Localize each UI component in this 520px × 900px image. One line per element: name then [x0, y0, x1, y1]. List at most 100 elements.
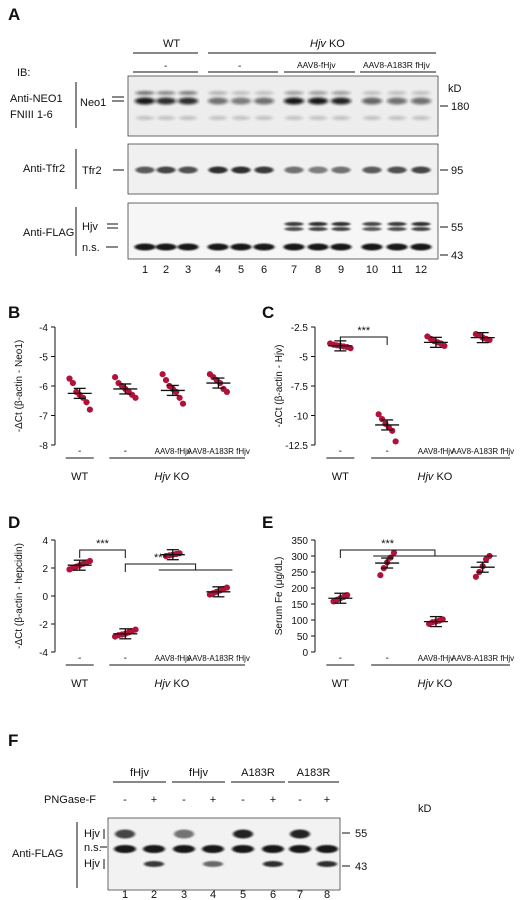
f-hjv-glyco-band — [174, 829, 194, 839]
f-hjv-deglyco-band — [317, 861, 337, 867]
panel-e-letter: E — [262, 513, 273, 532]
f-mw-43: 43 — [355, 861, 367, 873]
neo1-band-upper — [411, 91, 431, 95]
wt-group-label: WT — [332, 471, 349, 483]
data-point — [132, 626, 139, 633]
y-tick-label: -7.5 — [291, 382, 309, 393]
neo1-band-lower — [309, 116, 327, 120]
neo1-band-lower — [363, 116, 381, 120]
y-tick-label: 0 — [42, 592, 48, 603]
category-label: - — [124, 446, 127, 457]
ko-group-label: Hjv KO — [154, 471, 189, 483]
blot-tfr2-band-label: Tfr2 — [82, 165, 102, 177]
y-tick-label: -2.5 — [291, 323, 309, 334]
significance-bracket — [79, 549, 126, 558]
lane-number: 5 — [240, 889, 246, 900]
significance-label: *** — [96, 538, 110, 550]
f-ns-band — [114, 845, 136, 853]
tfr2-band — [387, 166, 407, 174]
y-axis-label: -ΔCt (β-actin - Hjv) — [274, 345, 285, 428]
f-ns-band — [232, 845, 254, 853]
significance-bracket — [339, 549, 436, 558]
wt-group-label: WT — [332, 678, 349, 690]
data-point — [179, 400, 187, 407]
blot-f-band-ns: n.s. — [84, 842, 102, 854]
lane-number: 5 — [238, 264, 244, 276]
lane-number: 8 — [324, 889, 330, 900]
significance-bracket — [124, 563, 197, 572]
lane-number: 6 — [270, 889, 276, 900]
neo1-band-upper — [331, 91, 351, 95]
mw-95: 95 — [451, 165, 463, 177]
chart-d: 4 2 0 -2 -4 -ΔCt (β-actin - hepcidin) - - AAV8-f… — [14, 536, 250, 690]
data-point — [83, 399, 90, 406]
neo1-band-lower — [209, 116, 227, 120]
ib-treat-fhjv: AAV8-fHjv — [297, 60, 336, 70]
f-ns-band — [202, 845, 224, 853]
chart-e: 350 300 250 200 150 100 50 0 Serum Fe (μg/dL) - - A… — [274, 536, 514, 690]
lane-number: 10 — [366, 264, 378, 276]
flag-hjv-band-lower — [387, 227, 407, 231]
data-point — [173, 388, 180, 395]
lane-number: 3 — [181, 889, 187, 900]
data-point — [223, 388, 230, 395]
tfr2-band — [284, 166, 304, 174]
data-point — [390, 549, 398, 556]
panel-a-letter: A — [8, 5, 20, 24]
data-point — [389, 427, 396, 434]
neo1-band-upper — [308, 91, 328, 95]
blot-f-band-hjv-top: Hjv — [84, 828, 100, 840]
category-label: - — [385, 446, 388, 457]
flag-hjv-band-lower — [308, 227, 328, 231]
flag-hjv-band-upper — [387, 222, 407, 226]
flag-hjv-band-upper — [411, 222, 431, 226]
flag-ns-band — [230, 243, 252, 251]
lane-number: 11 — [391, 264, 402, 276]
pngase-sign: + — [270, 794, 276, 806]
data-point — [378, 415, 386, 423]
neo1-band-main — [178, 97, 198, 105]
y-tick-label: -7 — [39, 412, 48, 423]
y-tick-label: -5 — [299, 353, 308, 364]
y-tick-label: 300 — [291, 552, 308, 563]
tfr2-band — [308, 166, 328, 174]
data-point — [162, 377, 170, 384]
y-tick-label: 350 — [291, 536, 308, 547]
tfr2-band — [178, 166, 198, 174]
lane-number: 7 — [297, 889, 303, 900]
y-axis-label: Serum Fe (μg/dL) — [274, 557, 285, 636]
wt-group-label: WT — [71, 471, 88, 483]
flag-ns-band — [177, 243, 199, 251]
kd-label-f: kD — [418, 803, 432, 815]
blot-neo1 — [127, 75, 439, 137]
blot-f-bands — [114, 829, 338, 867]
f-hjv-deglyco-band — [263, 861, 283, 867]
tfr2-band — [208, 166, 228, 174]
y-tick-label: -4 — [39, 323, 48, 334]
data-point — [375, 411, 382, 418]
flag-hjv-band-lower — [331, 227, 351, 231]
kd-label-a: kD — [448, 83, 462, 95]
data-point — [69, 379, 76, 387]
pngase-sign: - — [123, 794, 127, 806]
data-point — [132, 394, 139, 401]
mw-55: 55 — [451, 222, 463, 234]
y-tick-label: 150 — [291, 600, 308, 611]
neo1-band-lower — [285, 116, 303, 120]
data-point — [176, 394, 183, 401]
ib-dash-ko: - — [238, 61, 241, 72]
tfr2-band — [331, 166, 351, 174]
tfr2-band — [231, 166, 251, 174]
blot-flag-band-ns: n.s. — [82, 242, 100, 254]
lane-number: 4 — [215, 264, 221, 276]
sample-label: fHjv — [189, 767, 208, 779]
data-point — [486, 336, 493, 344]
category-label: - — [78, 653, 81, 664]
neo1-band-upper — [362, 91, 382, 95]
significance-bracket — [339, 336, 388, 345]
lane-number: 6 — [261, 264, 267, 276]
y-tick-label: -8 — [39, 441, 48, 452]
flag-ns-band — [386, 243, 408, 251]
neo1-band-main — [231, 97, 251, 105]
